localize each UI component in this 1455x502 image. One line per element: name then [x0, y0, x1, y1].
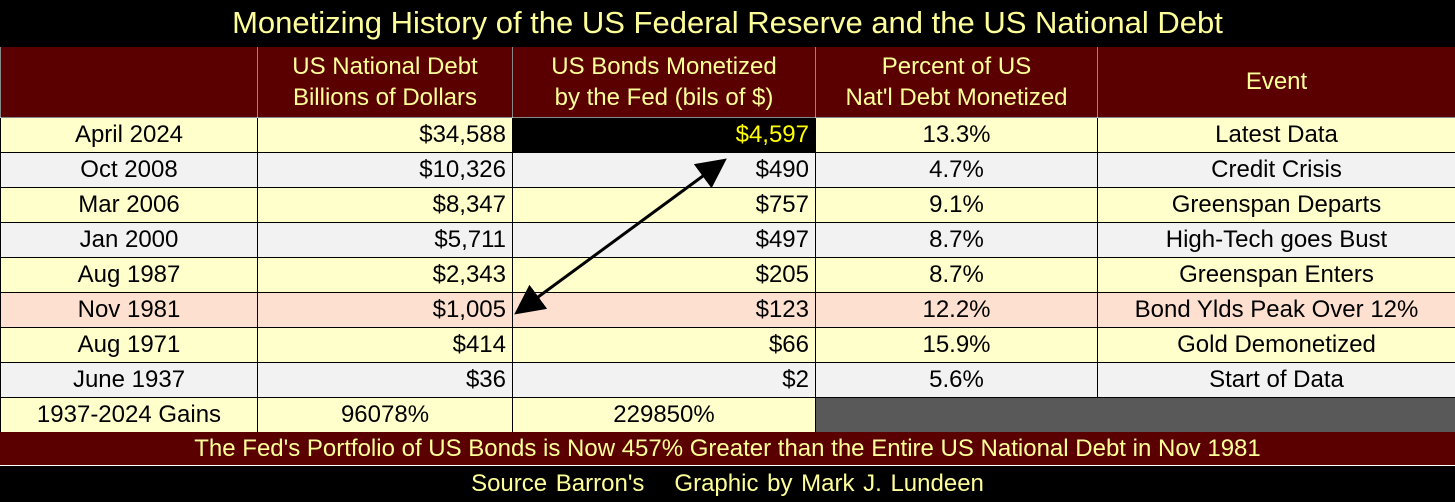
header-percent: Percent of US Nat'l Debt Monetized [815, 47, 1098, 118]
cell-debt: $5,711 [257, 221, 513, 258]
header-line: Nat'l Debt Monetized [845, 83, 1068, 111]
source-line: Source Barron's Graphic by Mark J. Lundee… [0, 466, 1455, 502]
header-line: US Bonds Monetized [551, 52, 777, 80]
cell-event: High-Tech goes Bust [1097, 221, 1455, 258]
cell-percent: 15.9% [815, 326, 1098, 363]
cell-date: April 2024 [0, 116, 258, 153]
cell-date: Aug 1987 [0, 256, 258, 293]
empty-block [815, 396, 1455, 433]
cell-debt: $36 [257, 361, 513, 398]
cell-date: Aug 1971 [0, 326, 258, 363]
header-monetized: US Bonds Monetized by the Fed (bils of $) [512, 47, 816, 118]
table-row: Oct 2008 $10,326 $490 4.7% Credit Crisis [0, 151, 1455, 188]
cell-monetized: $66 [512, 326, 816, 363]
data-table: US National Debt Billions of Dollars US B… [0, 47, 1455, 433]
cell-date: June 1937 [0, 361, 258, 398]
cell-monetized: $2 [512, 361, 816, 398]
cell-debt: $1,005 [257, 291, 513, 328]
chart-title: Monetizing History of the US Federal Res… [232, 5, 1223, 40]
header-date [0, 47, 258, 118]
cell-debt: $8,347 [257, 186, 513, 223]
cell-percent: 8.7% [815, 256, 1098, 293]
table-row: Aug 1971 $414 $66 15.9% Gold Demonetized [0, 326, 1455, 363]
cell-percent: 5.6% [815, 361, 1098, 398]
cell-event: Greenspan Departs [1097, 186, 1455, 223]
header-line: US National Debt [292, 52, 478, 80]
gains-debt: 96078% [257, 396, 513, 433]
cell-event: Bond Ylds Peak Over 12% [1097, 291, 1455, 328]
cell-date: Mar 2006 [0, 186, 258, 223]
cell-event: Credit Crisis [1097, 151, 1455, 188]
gains-monetized: 229850% [512, 396, 816, 433]
cell-date: Oct 2008 [0, 151, 258, 188]
cell-percent: 8.7% [815, 221, 1098, 258]
cell-debt: $34,588 [257, 116, 513, 153]
header-event: Event [1097, 47, 1455, 118]
header-line: by the Fed (bils of $) [554, 83, 774, 111]
source-credit: Source Barron's [471, 470, 645, 497]
cell-percent: 12.2% [815, 291, 1098, 328]
double-arrow-icon [514, 158, 727, 315]
header-row: US National Debt Billions of Dollars US B… [0, 47, 1455, 118]
cell-debt: $10,326 [257, 151, 513, 188]
cell-event: Start of Data [1097, 361, 1455, 398]
table-row: Jan 2000 $5,711 $497 8.7% High-Tech goes Bus… [0, 221, 1455, 258]
cell-event: Greenspan Enters [1097, 256, 1455, 293]
cell-percent: 9.1% [815, 186, 1098, 223]
cell-percent: 13.3% [815, 116, 1098, 153]
gains-row: 1937-2024 Gains 96078% 229850% [0, 396, 1455, 433]
graphic-credit: Graphic by Mark J. Lundeen [674, 470, 984, 497]
gains-label: 1937-2024 Gains [0, 396, 258, 433]
cell-percent: 4.7% [815, 151, 1098, 188]
cell-event: Latest Data [1097, 116, 1455, 153]
cell-date: Nov 1981 [0, 291, 258, 328]
header-line: Percent of US [881, 52, 1032, 80]
table-row: June 1937 $36 $2 5.6% Start of Data [0, 361, 1455, 398]
header-line: Billions of Dollars [292, 83, 478, 111]
cell-debt: $414 [257, 326, 513, 363]
cell-date: Jan 2000 [0, 221, 258, 258]
footer-note: The Fed's Portfolio of US Bonds is Now 4… [0, 432, 1455, 466]
